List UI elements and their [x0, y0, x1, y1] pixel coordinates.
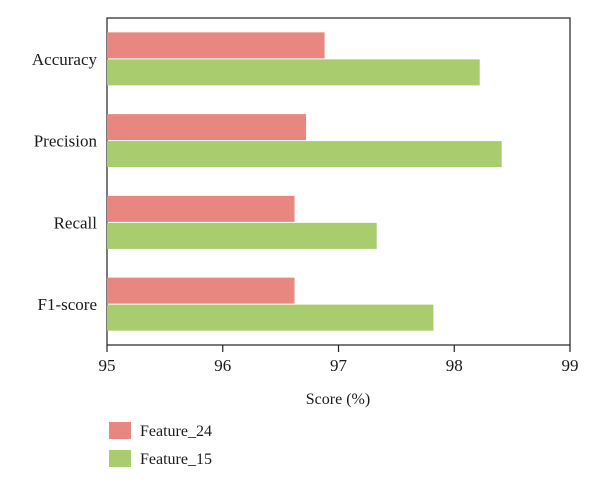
legend-label: Feature_15 [140, 451, 212, 468]
bar-feature-15-f1-score [107, 304, 434, 331]
legend: Feature_24 Feature_15 [109, 422, 212, 468]
bar-feature-24-recall [107, 195, 295, 222]
x-tick-label: 98 [446, 356, 463, 375]
bar-feature-15-precision [107, 141, 502, 168]
bar-feature-15-accuracy [107, 59, 480, 86]
category-labels: Accuracy Precision Recall F1-score [32, 50, 98, 314]
x-axis-label: Score (%) [306, 391, 370, 408]
legend-label: Feature_24 [140, 423, 212, 440]
category-label: Accuracy [32, 50, 98, 69]
category-label: Precision [34, 132, 98, 151]
bar-feature-24-precision [107, 114, 307, 141]
category-label: F1-score [38, 295, 97, 314]
bar-feature-24-accuracy [107, 32, 325, 59]
x-axis: 95 96 97 98 99 [99, 345, 579, 375]
legend-swatch [109, 450, 131, 467]
bars-group [107, 32, 502, 331]
category-label: Recall [54, 213, 98, 232]
x-tick-label: 99 [562, 356, 579, 375]
x-tick-label: 95 [99, 356, 116, 375]
x-tick-label: 97 [330, 356, 348, 375]
x-tick-label: 96 [214, 356, 231, 375]
bar-feature-15-recall [107, 222, 377, 249]
legend-swatch [109, 422, 131, 439]
bar-feature-24-f1-score [107, 277, 295, 304]
